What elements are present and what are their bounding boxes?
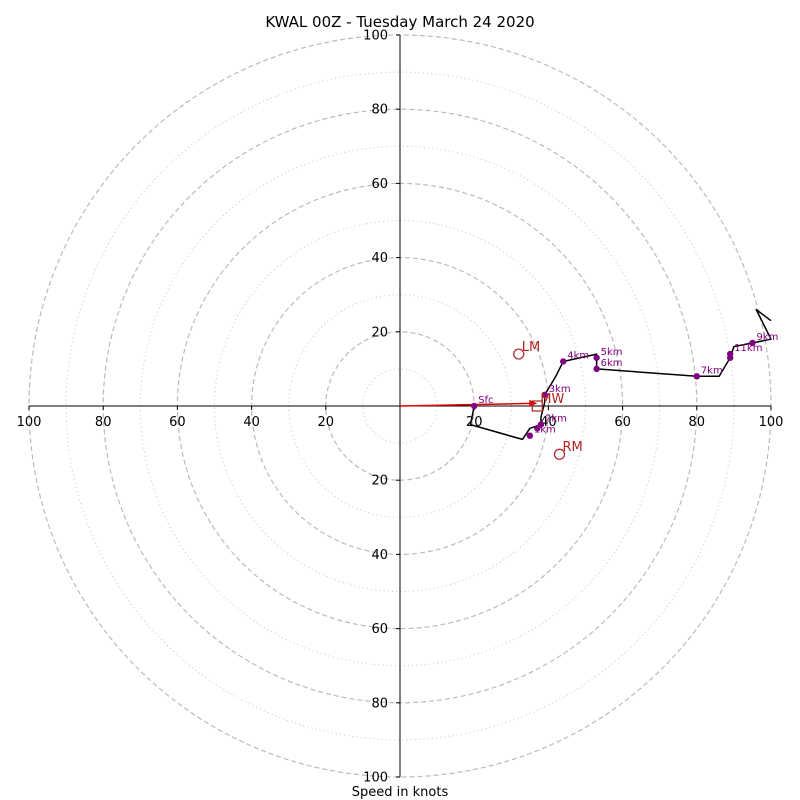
storm-motion-label: RM	[563, 440, 583, 455]
x-tick-label: 100	[17, 415, 42, 430]
height-label: 2km	[545, 414, 567, 425]
y-tick-label: 40	[371, 251, 388, 266]
y-tick-label: 80	[371, 696, 388, 711]
y-tick-label: 100	[363, 771, 388, 786]
height-marker	[526, 432, 534, 439]
storm-motion-label: LM	[522, 340, 540, 355]
chart-title: KWAL 00Z - Tuesday March 24 2020	[265, 13, 534, 31]
height-marker	[693, 373, 700, 380]
height-marker	[593, 365, 600, 373]
storm-motion-label: MW	[540, 392, 564, 407]
height-label: 1km	[534, 425, 556, 436]
height-label: 6km	[601, 358, 623, 369]
y-tick-label: 100	[363, 29, 388, 44]
y-tick-label: 80	[371, 103, 388, 118]
x-tick-label: 20	[318, 415, 335, 430]
height-label: 3km	[549, 384, 571, 395]
y-tick-label: 60	[371, 622, 388, 637]
height-label: 5km	[601, 347, 623, 358]
vector-arrowhead	[529, 399, 538, 407]
storm-motion-marker	[553, 448, 566, 460]
tick-labels: 100 80 60 40 20 20 40 60 80 100100806040202040608…	[17, 29, 784, 786]
height-label: 4km	[567, 350, 589, 361]
mean-wind-marker	[531, 400, 543, 412]
x-tick-label: 40	[540, 415, 557, 430]
height-label: 11km	[734, 343, 762, 354]
x-tick-label: 60	[614, 415, 631, 430]
y-tick-label: 20	[371, 325, 388, 340]
storm-motion-marker	[513, 348, 525, 360]
x-tick-label: 60	[169, 415, 186, 430]
height-label: Sfc	[478, 395, 493, 406]
height-marker	[749, 339, 756, 347]
height-marker	[726, 350, 734, 358]
x-tick-label: 80	[689, 415, 706, 430]
x-tick-label: 100	[759, 415, 784, 430]
y-tick-label: 20	[371, 474, 388, 489]
storm-motion-markers: LM RM MW	[513, 340, 583, 460]
vector-shaft	[399, 402, 532, 407]
height-marker	[541, 391, 548, 399]
x-axis-label: Speed in knots	[352, 785, 449, 800]
height-marker	[560, 358, 567, 365]
x-tick-label: 40	[243, 415, 260, 430]
height-label: 9km	[756, 332, 778, 343]
height-marker	[471, 402, 478, 410]
mean-wind-vector	[399, 399, 538, 407]
y-tick-label: 40	[371, 548, 388, 563]
height-label: 7km	[701, 365, 723, 376]
height-marker	[593, 354, 600, 361]
y-tick-label: 60	[371, 177, 388, 192]
height-marker	[537, 421, 545, 428]
x-tick-label: 80	[95, 415, 112, 430]
